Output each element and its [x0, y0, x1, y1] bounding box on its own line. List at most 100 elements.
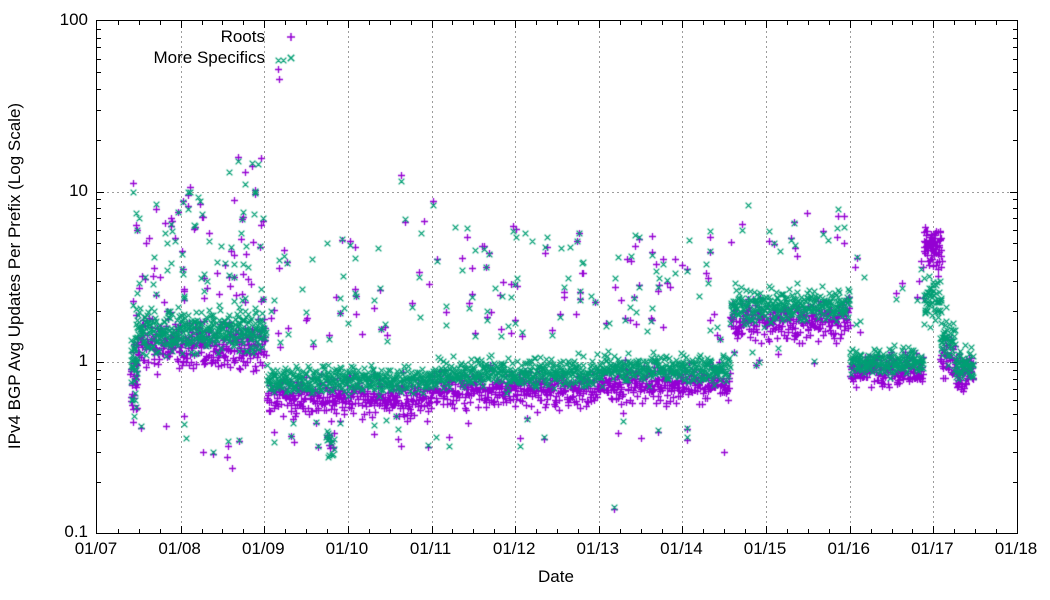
x-tick-mark	[180, 526, 182, 533]
x-tick-mark	[557, 529, 558, 533]
y-tick-mark	[1013, 259, 1017, 261]
x-tick-mark	[766, 526, 768, 533]
y-tick-mark	[1013, 140, 1017, 142]
x-tick-mark	[661, 529, 663, 533]
plot-area	[96, 20, 1018, 534]
legend: Roots More Specifics	[130, 26, 300, 68]
x-tick-mark	[138, 21, 140, 25]
legend-entry-roots: Roots	[130, 26, 300, 47]
x-tick-label: 01/09	[241, 539, 285, 558]
y-tick-mark	[1013, 243, 1017, 245]
x-tick-mark	[870, 21, 872, 25]
x-tick-mark	[327, 529, 328, 533]
legend-label: Roots	[220, 26, 265, 46]
x-tick-mark	[410, 21, 412, 25]
y-tick-mark	[97, 58, 101, 60]
y-tick-mark	[1013, 310, 1017, 312]
x-tick-label: 01/12	[492, 539, 536, 558]
x-tick-mark	[996, 21, 998, 25]
y-tick-mark	[1013, 378, 1017, 380]
x-tick-label: 01/18	[994, 539, 1038, 558]
scatter-canvas	[97, 21, 1017, 533]
x-tick-mark	[306, 529, 308, 533]
x-tick-mark	[222, 21, 224, 25]
x-tick-mark	[117, 21, 119, 25]
tick-layer	[97, 21, 1017, 533]
y-tick-mark	[97, 110, 101, 112]
x-tick-mark	[807, 529, 809, 533]
y-tick-mark	[97, 430, 101, 432]
cross-marker-icon	[282, 48, 300, 67]
x-axis-title: Date	[538, 567, 574, 586]
x-tick-mark	[285, 21, 287, 25]
x-tick-mark	[557, 21, 558, 25]
y-tick-mark	[1013, 370, 1017, 372]
y-tick-mark	[1013, 47, 1017, 49]
x-tick-mark	[619, 21, 621, 25]
x-tick-mark	[243, 529, 245, 533]
x-tick-mark	[682, 526, 684, 533]
y-tick-mark	[1013, 199, 1017, 201]
x-tick-mark	[891, 529, 893, 533]
y-tick-mark	[1013, 229, 1017, 231]
y-tick-mark	[97, 208, 101, 210]
x-tick-label: 01/13	[576, 539, 620, 558]
x-tick-mark	[745, 21, 747, 25]
y-tick-mark	[97, 199, 101, 201]
x-tick-mark	[410, 529, 412, 533]
x-tick-label: 01/15	[743, 539, 787, 558]
x-tick-mark	[975, 21, 977, 25]
x-tick-label: 01/10	[325, 539, 369, 558]
y-tick-mark	[97, 451, 101, 453]
y-tick-mark	[97, 229, 101, 231]
x-tick-mark	[640, 21, 642, 25]
y-tick-mark	[97, 370, 101, 372]
x-tick-mark	[473, 529, 475, 533]
x-tick-mark	[745, 529, 747, 533]
x-tick-mark	[159, 529, 161, 533]
legend-entry-more-specifics: More Specifics	[130, 47, 300, 68]
x-tick-mark	[159, 21, 161, 25]
x-tick-mark	[598, 21, 600, 28]
x-tick-mark	[264, 526, 266, 533]
y-tick-mark	[1013, 88, 1017, 90]
y-tick-mark	[97, 47, 101, 49]
x-tick-mark	[996, 529, 998, 533]
y-tick-mark	[97, 28, 101, 30]
x-tick-mark	[828, 21, 830, 25]
x-tick-mark	[766, 21, 768, 28]
x-tick-mark	[912, 529, 914, 533]
x-tick-mark	[515, 526, 517, 533]
x-tick-label: 01/14	[660, 539, 703, 558]
x-tick-mark	[285, 529, 287, 533]
y-tick-mark	[1013, 28, 1017, 30]
x-tick-mark	[787, 21, 788, 25]
y-tick-label: 1	[78, 351, 88, 371]
x-tick-mark	[347, 21, 349, 28]
y-tick-mark	[1010, 191, 1017, 193]
x-tick-mark	[431, 21, 433, 28]
x-tick-mark	[494, 21, 496, 25]
x-tick-label: 01/16	[827, 539, 870, 558]
y-tick-mark	[97, 88, 101, 90]
y-tick-mark	[97, 243, 101, 245]
y-tick-mark	[1013, 72, 1017, 74]
x-tick-mark	[891, 21, 893, 25]
x-tick-mark	[180, 21, 182, 28]
y-tick-mark	[97, 400, 101, 402]
x-tick-mark	[577, 21, 579, 25]
x-tick-mark	[828, 529, 830, 533]
x-tick-mark	[577, 529, 579, 533]
x-tick-mark	[975, 529, 977, 533]
y-tick-mark	[1013, 110, 1017, 112]
x-tick-mark	[117, 529, 119, 533]
x-tick-label: 01/11	[409, 539, 452, 558]
x-tick-mark	[724, 529, 726, 533]
x-tick-mark	[201, 21, 203, 25]
x-tick-mark	[473, 21, 475, 25]
x-tick-mark	[598, 526, 600, 533]
y-tick-mark	[1013, 400, 1017, 402]
y-tick-mark	[1013, 413, 1017, 415]
y-tick-mark	[1013, 208, 1017, 210]
y-tick-mark	[97, 310, 101, 312]
